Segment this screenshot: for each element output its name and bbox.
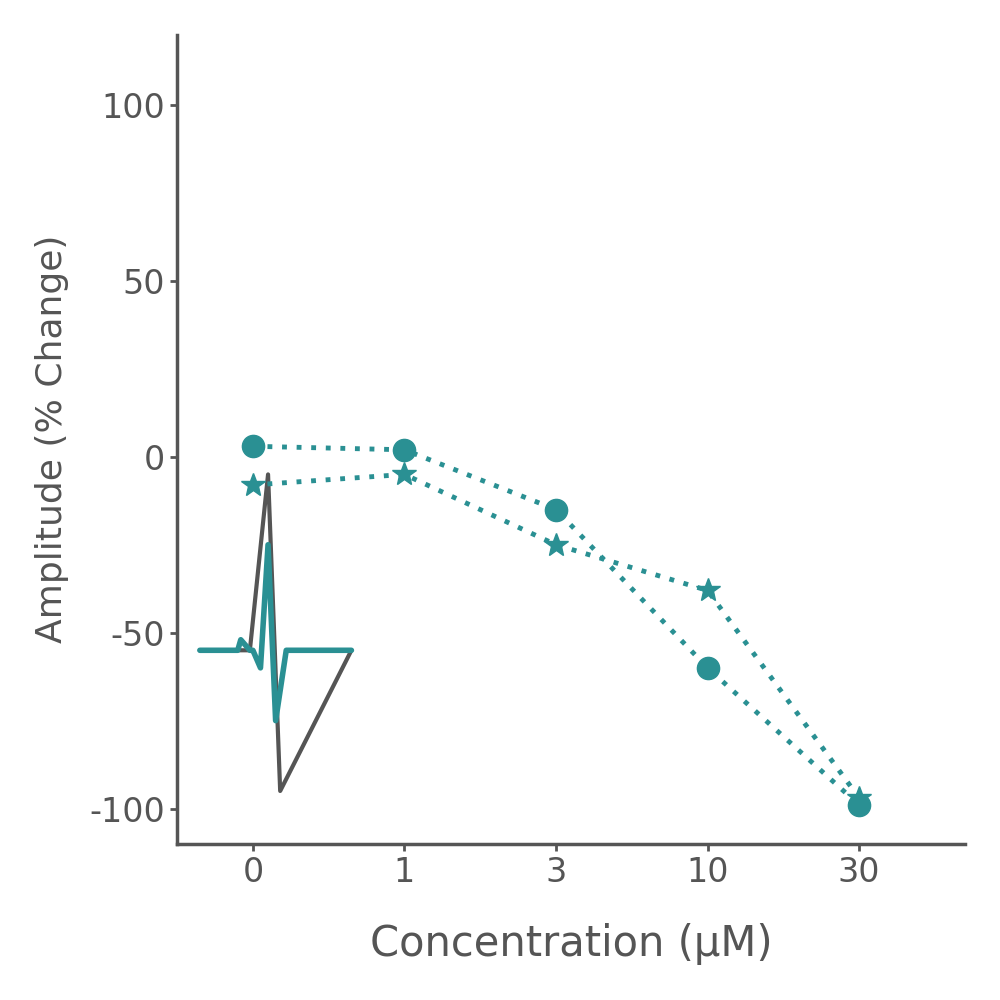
X-axis label: Concentration (μM): Concentration (μM) (370, 923, 773, 965)
Y-axis label: Amplitude (% Change): Amplitude (% Change) (35, 235, 69, 643)
